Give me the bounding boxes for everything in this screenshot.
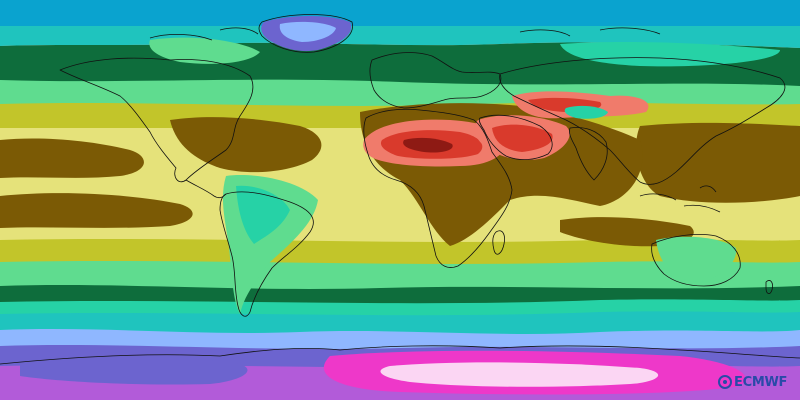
- coast-south-america: [219, 191, 314, 317]
- band-south-light-green: [0, 261, 800, 290]
- ecmwf-logo-text: ECMWF: [734, 374, 788, 390]
- brown-belt-north-america: [170, 117, 322, 173]
- antarctic-violet-west: [20, 352, 248, 385]
- coast-southeast-asia-islands: [639, 185, 721, 213]
- desert-hotspots: [363, 91, 649, 167]
- coast-europe: [369, 52, 502, 109]
- greenland-light: [279, 21, 336, 42]
- coast-antarctica: [0, 345, 800, 365]
- antarctic-pink-core: [380, 362, 659, 387]
- northern-patches: [149, 16, 780, 67]
- ecmwf-globe-icon: [718, 375, 732, 389]
- coast-greenland: [258, 14, 353, 53]
- southern-land-patches: [222, 175, 737, 314]
- brown-belt-south-pacific: [0, 193, 193, 228]
- band-south-cyan: [0, 311, 800, 334]
- hotspot-caspian-teal: [564, 105, 608, 119]
- coast-asia: [499, 57, 786, 185]
- coast-india: [569, 127, 608, 181]
- brown-belt-indian-ocean: [560, 217, 694, 247]
- south-america-teal: [236, 185, 290, 244]
- coast-new-zealand: [765, 280, 773, 294]
- coast-madagascar: [492, 230, 505, 255]
- brown-belt-north-atlantic-pacific: [0, 138, 144, 178]
- hotspot-sahara-dark: [403, 137, 453, 153]
- brown-belt-west-pacific: [636, 122, 800, 203]
- coast-north-america: [59, 57, 254, 183]
- siberia-teal: [560, 42, 780, 67]
- australia-green: [656, 236, 737, 282]
- coastlines: [0, 14, 800, 365]
- ecmwf-logo: ECMWF: [718, 373, 787, 391]
- coast-arctic-islands: [149, 27, 661, 41]
- coast-australia: [651, 234, 741, 287]
- band-arctic-ocean: [0, 0, 800, 26]
- coast-arabia: [478, 114, 553, 160]
- arctic-canada-green: [149, 37, 260, 64]
- coast-africa: [363, 108, 513, 268]
- hotspot-arabia-red: [492, 124, 553, 152]
